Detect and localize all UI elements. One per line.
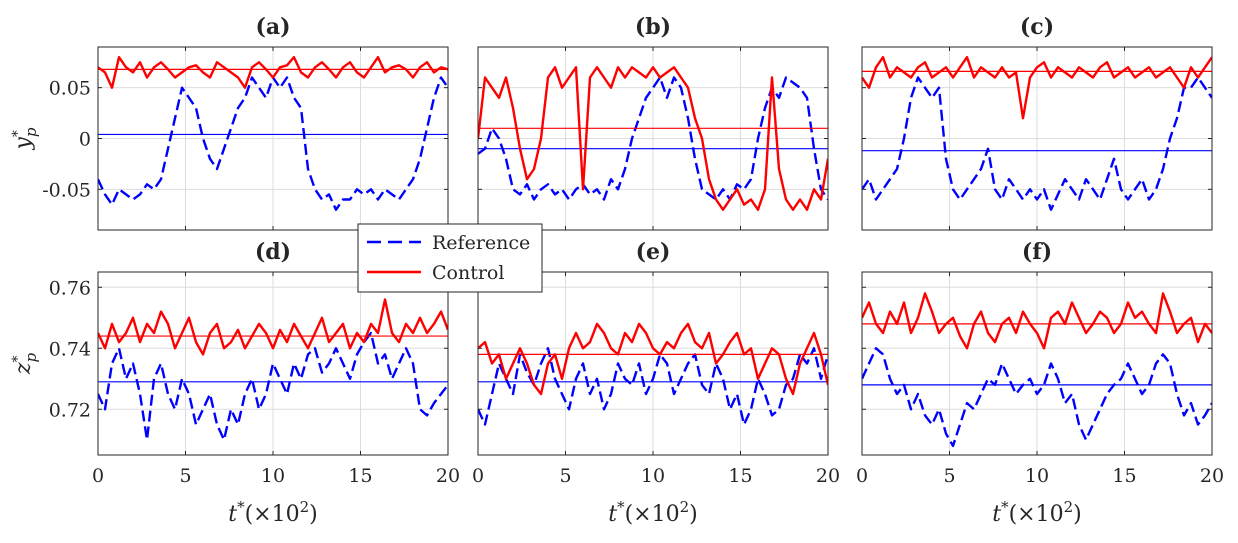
panel-title-a: (a)	[255, 14, 290, 40]
x-tick-label-e-3: 15	[728, 465, 752, 487]
x-axis-label-d: t*(×102)	[228, 498, 318, 527]
series-group-b	[478, 66, 828, 211]
series-group-f	[862, 292, 1212, 448]
y-tick-label-a-1: 0	[79, 129, 91, 151]
series-control-c	[862, 56, 1212, 120]
x-tick-label-f-4: 20	[1200, 465, 1224, 487]
x-tick-label-f-0: 0	[856, 465, 868, 487]
panel-title-f: (f)	[1022, 239, 1052, 265]
legend-box	[357, 223, 543, 293]
y-tick-label-a-2: 0.05	[49, 78, 91, 100]
y-axis-label-d: z*p	[10, 353, 40, 376]
series-reference-c	[862, 76, 1212, 211]
panel-e: 0 5 10 15 20 (e) t*(×102)	[472, 239, 840, 527]
x-tick-label-e-1: 5	[559, 465, 571, 487]
x-tick-label-f-3: 15	[1112, 465, 1136, 487]
x-tick-label-d-1: 5	[179, 465, 191, 487]
y-tick-label-d-0: 0.72	[49, 399, 91, 421]
x-tick-label-d-2: 10	[261, 465, 285, 487]
series-reference-f	[862, 347, 1212, 448]
series-reference-b	[478, 76, 828, 201]
y-tick-label-d-1: 0.74	[49, 338, 91, 360]
y-tick-label-d-2: 0.76	[49, 277, 91, 299]
series-reference-e	[478, 347, 828, 426]
x-tick-label-d-0: 0	[92, 465, 104, 487]
series-control-e	[478, 322, 828, 396]
legend-label-reference: Reference	[432, 232, 530, 254]
x-axis-label-e: t*(×102)	[608, 498, 698, 527]
y-tick-label-a-0: -0.05	[42, 179, 91, 201]
x-axis-label-f: t*(×102)	[992, 498, 1082, 527]
legend: Reference Control	[357, 223, 543, 293]
panel-title-d: (d)	[255, 239, 291, 265]
series-control-b	[478, 66, 828, 211]
panel-c: (c)	[861, 14, 1213, 231]
x-tick-label-f-1: 5	[943, 465, 955, 487]
panel-a: -0.05 0 0.05 (a) y*p	[10, 14, 449, 231]
series-group-a	[98, 56, 448, 211]
x-tick-label-e-4: 20	[816, 465, 840, 487]
panel-title-b: (b)	[635, 14, 671, 40]
series-group-c	[862, 56, 1212, 211]
x-tick-label-e-0: 0	[472, 465, 484, 487]
panel-title-c: (c)	[1020, 14, 1054, 40]
y-axis-label-a: y*p	[10, 127, 40, 150]
series-control-d	[98, 298, 448, 356]
x-tick-label-e-2: 10	[641, 465, 665, 487]
x-tick-label-d-3: 15	[348, 465, 372, 487]
series-group-d	[98, 298, 448, 441]
series-group-e	[478, 322, 828, 426]
panel-title-e: (e)	[636, 239, 671, 265]
x-tick-label-f-2: 10	[1025, 465, 1049, 487]
series-control-f	[862, 292, 1212, 350]
panel-d: 0 5 10 15 20 0.72 0.74 0.76 (d) z*p t*(×102)	[10, 239, 460, 527]
panel-b: (b)	[477, 14, 829, 231]
x-tick-label-d-4: 20	[436, 465, 460, 487]
series-reference-d	[98, 331, 448, 441]
legend-label-control: Control	[432, 262, 504, 284]
panel-f: 0 5 10 15 20 (f) t*(×102)	[856, 239, 1224, 527]
